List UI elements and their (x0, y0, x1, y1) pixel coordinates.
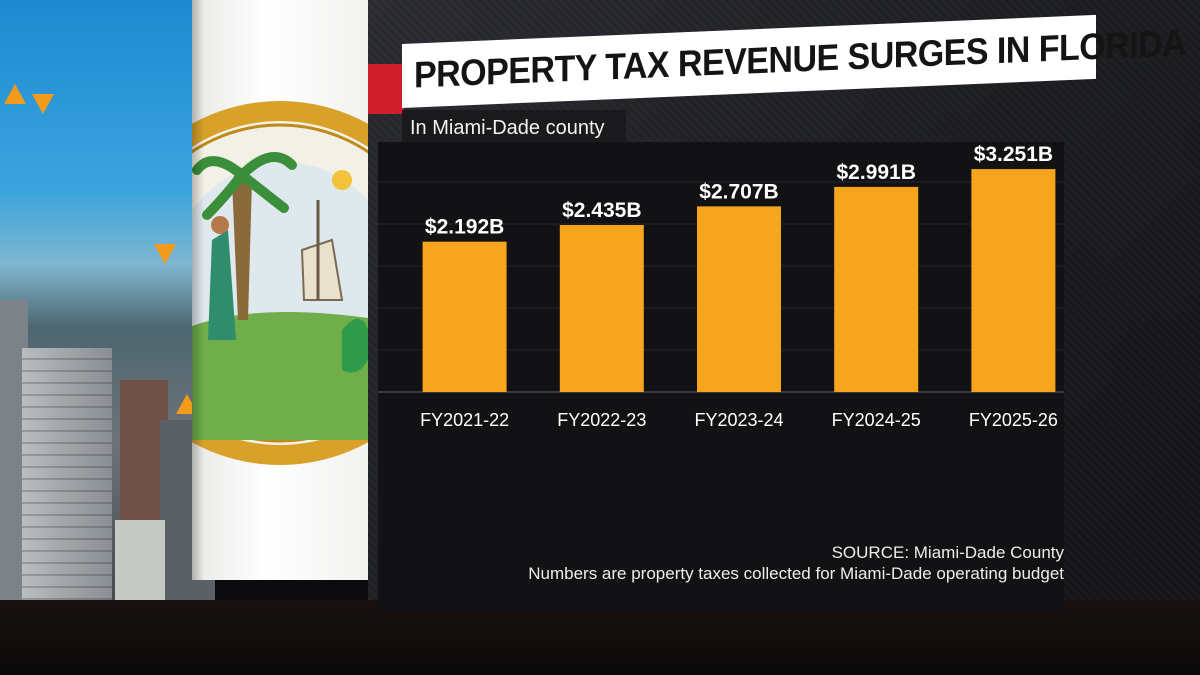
bar-value-label: $3.251B (974, 143, 1053, 166)
chart-panel: $2.192B FY2021-22 $2.435B FY2022-23 $2.707B F… (378, 142, 1064, 612)
chart-subtitle: In Miami-Dade county (410, 116, 605, 139)
red-accent-tab (368, 64, 404, 114)
category-tick-label: FY2023-24 (694, 410, 783, 430)
city-skyline-background (0, 0, 215, 630)
bar-FY2022-23 (559, 225, 644, 392)
category-tick-label: FY2024-25 (832, 410, 921, 430)
category-tick-label: FY2025-26 (969, 410, 1058, 430)
bar-FY2021-22 (422, 241, 507, 392)
source-note: Numbers are property taxes collected for… (528, 564, 1064, 583)
orange-triangle-icon (4, 84, 26, 104)
building (22, 348, 112, 630)
bar-value-label: $2.707B (699, 180, 778, 203)
building-windows (22, 348, 112, 630)
florida-flag (192, 0, 378, 580)
bar-FY2023-24 (697, 206, 781, 392)
source-text: SOURCE: Miami-Dade County (831, 543, 1064, 562)
source-footer: SOURCE: Miami-Dade County Numbers are pr… (528, 542, 1064, 584)
orange-triangle-icon (32, 94, 54, 114)
subtitle-banner: In Miami-Dade county (402, 110, 626, 146)
bar-FY2024-25 (834, 186, 919, 392)
studio-floor (0, 600, 1200, 675)
orange-triangle-icon (154, 244, 176, 264)
florida-seal-icon (192, 101, 378, 465)
category-tick-label: FY2021-22 (420, 410, 509, 430)
bar-value-label: $2.192B (425, 216, 504, 239)
bar-value-label: $2.991B (836, 161, 915, 184)
bar-FY2025-26 (971, 169, 1056, 392)
category-tick-label: FY2022-23 (557, 410, 646, 430)
bar-value-label: $2.435B (562, 199, 641, 222)
bar-chart: $2.192B FY2021-22 $2.435B FY2022-23 $2.707B F… (378, 143, 1064, 430)
